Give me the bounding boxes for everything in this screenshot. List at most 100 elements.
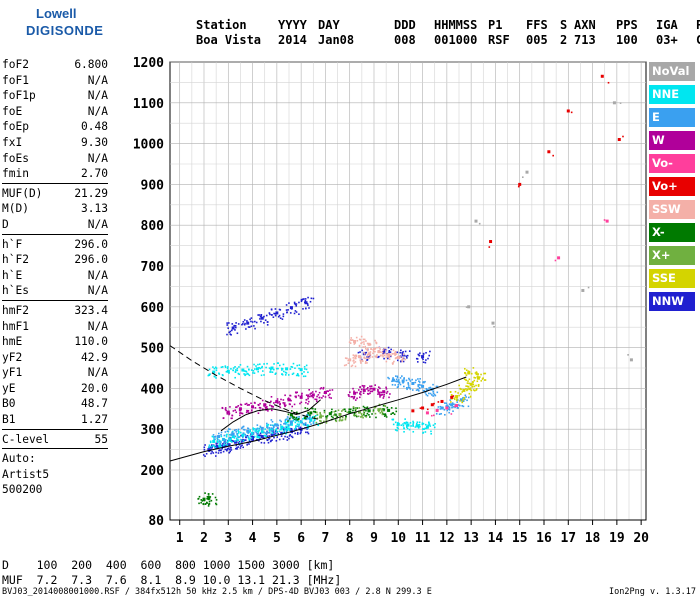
echo-dot (260, 320, 262, 323)
echo-dot (252, 432, 255, 434)
echo-dot (348, 391, 351, 394)
echo-dot (466, 382, 469, 384)
echo-dot (279, 419, 281, 422)
echo-dot (274, 430, 277, 432)
echo-dot (214, 366, 217, 369)
echo-dot (429, 392, 432, 395)
echo-dot (295, 303, 298, 305)
echo-dot (221, 406, 224, 409)
echo-dot (282, 432, 285, 434)
echo-dot (350, 339, 353, 342)
echo-dot (472, 367, 475, 369)
echo-dot (236, 332, 239, 335)
data-point (387, 408, 391, 412)
echo-dot (400, 349, 402, 352)
data-point (411, 409, 415, 413)
echo-dot (425, 387, 428, 390)
echo-dot (411, 389, 414, 391)
param-row: 500200 (2, 482, 108, 498)
echo-dot (294, 418, 297, 420)
echo-dot (391, 412, 394, 415)
series-sse (449, 367, 487, 404)
echo-dot (463, 398, 465, 400)
echo-dot (375, 416, 377, 419)
echo-dot (238, 366, 240, 368)
echo-dot (379, 396, 381, 398)
echo-dot (270, 396, 273, 398)
echo-dot (227, 443, 230, 446)
data-point (367, 342, 371, 346)
header-label-4: HHMMSS (434, 18, 478, 32)
echo-dot (224, 441, 227, 443)
echo-dot (227, 439, 230, 442)
echo-dot (310, 297, 313, 300)
echo-dot (355, 354, 358, 357)
echo-dot (213, 375, 216, 378)
echo-dot (207, 498, 210, 501)
echo-dot (235, 437, 238, 440)
echo-dot (229, 406, 231, 408)
echo-dot (377, 388, 379, 391)
echo-dot (305, 394, 308, 396)
echo-dot (570, 111, 573, 114)
echo-dot (396, 376, 399, 379)
data-point (280, 431, 284, 435)
echo-dot (293, 416, 296, 419)
header-label-3: DDD (394, 18, 416, 32)
echo-dot (451, 394, 453, 397)
echo-dot (269, 371, 271, 373)
echo-dot (480, 380, 483, 382)
y-tick-label: 1000 (133, 138, 164, 153)
echo-dot (424, 431, 427, 433)
echo-dot (307, 296, 309, 299)
echo-dot (292, 418, 295, 421)
echo-dot (217, 452, 220, 454)
echo-dot (341, 416, 344, 419)
echo-dot (322, 415, 324, 417)
echo-dot (471, 386, 474, 388)
echo-dot (259, 402, 261, 405)
echo-dot (384, 404, 386, 407)
echo-dot (261, 427, 264, 430)
echo-dot (231, 441, 233, 443)
echo-dot (235, 441, 238, 443)
echo-dot (364, 357, 366, 360)
echo-dot (418, 354, 420, 357)
echo-dot (261, 370, 264, 372)
echo-dot (360, 416, 362, 418)
echo-dot (379, 387, 381, 390)
echo-dot (374, 406, 377, 409)
echo-dot (421, 357, 424, 359)
echo-dot (266, 408, 269, 410)
echo-dot (290, 431, 293, 434)
echo-dot (298, 415, 300, 418)
echo-dot (408, 378, 411, 381)
echo-dot (288, 424, 290, 426)
echo-dot (257, 430, 259, 433)
echo-dot (281, 368, 284, 370)
header-value-7: 2 (560, 33, 568, 47)
x-tick-label: 1 (176, 531, 184, 546)
echo-dot (395, 356, 397, 359)
data-point (309, 418, 313, 422)
data-point (425, 425, 429, 429)
echo-dot (327, 394, 330, 397)
param-label: MUF(D) (2, 186, 43, 200)
echo-dot (344, 417, 347, 420)
echo-dot (382, 397, 385, 399)
echo-dot (461, 400, 464, 402)
echo-dot (315, 390, 317, 393)
echo-dot (353, 414, 356, 417)
param-value: 110.0 (74, 335, 108, 349)
echo-dot (394, 421, 397, 424)
echo-dot (208, 368, 211, 371)
param-row: foF1 N/A (2, 73, 108, 89)
echo-dot (352, 387, 354, 390)
echo-dot (424, 427, 427, 430)
param-label: foEp (2, 120, 29, 134)
echo-dot (214, 502, 217, 505)
echo-dot (421, 422, 424, 424)
echo-dot (359, 339, 362, 341)
echo-dot (227, 428, 230, 430)
echo-dot (281, 428, 283, 431)
